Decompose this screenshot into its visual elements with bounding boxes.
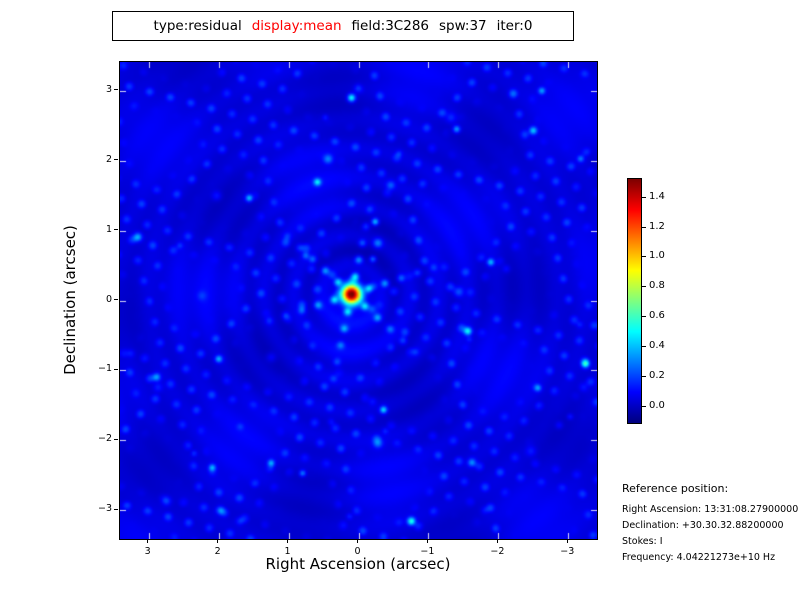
x-tick-mark — [496, 539, 498, 543]
x-tick-mark — [357, 539, 358, 543]
title-field: field:3C286 — [351, 18, 429, 34]
colorbar-tick-mark — [642, 405, 646, 407]
y-tick-mark — [114, 508, 118, 510]
x-tick-mark — [426, 539, 428, 543]
x-tick-label: −2 — [490, 546, 505, 557]
colorbar-tick-label: 1.0 — [649, 250, 665, 262]
x-tick-label: −1 — [420, 546, 435, 557]
reference-position-block: Reference position: Right Ascension: 13:… — [622, 482, 798, 566]
x-tick-label: 0 — [354, 546, 361, 557]
y-tick-label: 3 — [105, 83, 112, 95]
x-tick-label: 2 — [214, 546, 221, 557]
colorbar-tick-label: 0.8 — [649, 280, 665, 292]
y-tick-mark — [114, 159, 118, 161]
colorbar — [627, 178, 642, 424]
y-tick-label: 0 — [105, 293, 112, 305]
y-tick-label: −1 — [97, 363, 112, 375]
y-tick-mark — [114, 438, 118, 440]
x-tick-label: 1 — [284, 546, 291, 557]
x-tick-mark — [217, 539, 219, 543]
colorbar-tick-label: 0.4 — [649, 339, 665, 351]
x-axis-label: Right Ascension (arcsec) — [265, 555, 451, 573]
colorbar-tick-label: 1.4 — [649, 190, 665, 202]
colorbar-tick-label: 0.6 — [649, 310, 665, 322]
y-tick-mark — [114, 299, 118, 300]
x-tick-mark — [147, 539, 149, 543]
plot-title: type:residual display:mean field:3C286 s… — [112, 11, 574, 41]
x-tick-label: −3 — [560, 546, 575, 557]
y-tick-label: 2 — [105, 153, 112, 165]
colorbar-tick-mark — [642, 375, 646, 377]
reference-dec: Declination: +30.30.32.88200000 — [622, 520, 784, 531]
x-tick-label: 3 — [144, 546, 151, 557]
y-tick-mark — [114, 368, 118, 370]
colorbar-tick-label: 0.2 — [649, 369, 665, 381]
x-tick-mark — [566, 539, 568, 543]
reference-stokes: Stokes: I — [622, 536, 663, 547]
y-tick-label: −3 — [97, 503, 112, 515]
y-tick-mark — [114, 229, 118, 231]
y-tick-label: 1 — [105, 223, 112, 235]
colorbar-tick-mark — [642, 345, 646, 347]
colorbar-tick-mark — [642, 286, 646, 288]
title-iter: iter:0 — [496, 18, 533, 34]
colorbar-tick-label: 1.2 — [649, 220, 665, 232]
colorbar-tick-label: 0.0 — [649, 399, 665, 411]
title-display: display:mean — [251, 18, 342, 34]
colorbar-tick-mark — [642, 316, 646, 318]
y-axis-label: Declination (arcsec) — [61, 225, 79, 375]
reference-ra: Right Ascension: 13:31:08.27900000 — [622, 504, 799, 515]
reference-frequency: Frequency: 4.04221273e+10 Hz — [622, 552, 776, 563]
colorbar-tick-mark — [642, 256, 646, 258]
reference-title: Reference position: — [622, 482, 729, 495]
title-spw: spw:37 — [439, 18, 487, 34]
residual-image[interactable] — [119, 61, 598, 540]
y-tick-mark — [114, 89, 118, 91]
title-type: type:residual — [153, 18, 242, 34]
x-tick-mark — [287, 539, 289, 543]
colorbar-tick-mark — [642, 196, 646, 198]
colorbar-tick-mark — [642, 226, 646, 228]
y-tick-label: −2 — [97, 433, 112, 445]
